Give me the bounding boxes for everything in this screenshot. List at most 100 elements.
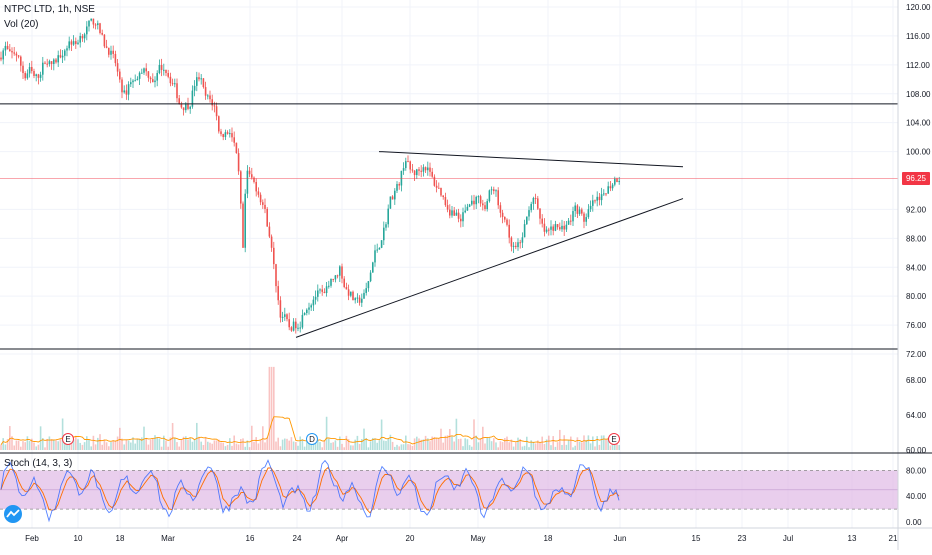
candle-body	[396, 184, 398, 191]
candle-body	[143, 68, 145, 73]
earnings-marker[interactable]	[608, 433, 620, 445]
candle-body	[499, 205, 502, 213]
volume-bar	[141, 437, 143, 450]
volume-bar	[176, 442, 178, 450]
volume-bar	[53, 440, 55, 450]
candle-body	[33, 71, 35, 76]
candle-body	[262, 202, 264, 205]
volume-bar	[185, 436, 187, 450]
volume-bar	[88, 440, 90, 450]
volume-bar	[457, 438, 460, 450]
candle-body	[578, 209, 581, 214]
candle-body	[31, 66, 33, 72]
volume-bar	[97, 437, 99, 450]
earnings-marker[interactable]	[62, 433, 74, 445]
volume-bar	[468, 445, 471, 450]
candle-body	[259, 194, 262, 203]
candle-body	[607, 186, 609, 194]
volume-bar	[330, 442, 332, 450]
candle-body	[545, 229, 548, 232]
candle-body	[222, 134, 224, 138]
volume-tick-label: 60.00	[906, 446, 927, 455]
volume-bar	[358, 443, 361, 450]
stoch-d-line	[0, 466, 620, 514]
candle-body	[275, 264, 277, 287]
candle-body	[477, 196, 480, 198]
volume-bar	[387, 438, 389, 450]
candle-body	[609, 186, 612, 189]
volume-bar	[251, 425, 253, 450]
volume-bar	[189, 438, 191, 450]
volume-legend: Vol (20)	[4, 19, 39, 30]
volume-bar	[347, 439, 350, 450]
volume-bar	[510, 439, 513, 450]
volume-bar	[193, 439, 196, 450]
volume-bar	[303, 446, 306, 450]
volume-bar	[240, 439, 242, 450]
volume-bar	[119, 427, 121, 450]
volume-bar	[471, 446, 473, 450]
candle-body	[213, 105, 216, 107]
volume-bar	[596, 436, 598, 450]
volume-bar	[345, 435, 348, 450]
candle-body	[429, 167, 431, 172]
candle-body	[257, 191, 260, 195]
volume-bar	[266, 437, 268, 450]
candle-body	[455, 212, 458, 216]
volume-bar	[402, 444, 405, 450]
candle-body	[70, 41, 73, 45]
candle-body	[119, 71, 121, 80]
dividend-marker[interactable]	[306, 433, 318, 445]
volume-bar	[288, 440, 290, 450]
time-tick-label: 16	[246, 534, 255, 543]
candle-body	[468, 204, 471, 207]
candle-body	[237, 153, 240, 172]
volume-bar	[453, 441, 455, 450]
volume-bar	[323, 440, 326, 450]
price-tick-label: 80.00	[906, 292, 927, 301]
candle-body	[343, 278, 345, 287]
candle-body	[130, 82, 132, 85]
volume-bar	[46, 438, 48, 450]
candle-body	[240, 171, 242, 204]
volume-bar	[477, 442, 480, 450]
volume-bar	[543, 443, 546, 450]
volume-bar	[306, 439, 308, 450]
volume-bar	[160, 446, 163, 450]
trendline[interactable]	[378, 151, 684, 168]
volume-bar	[233, 435, 235, 450]
volume-bar	[110, 442, 112, 450]
candle-body	[48, 61, 51, 65]
volume-bar	[248, 447, 251, 450]
candle-body	[372, 262, 374, 273]
tradingview-logo-icon[interactable]	[4, 505, 22, 523]
candle-body	[61, 55, 64, 58]
candle-body	[576, 205, 579, 214]
candle-body	[28, 66, 31, 74]
volume-bar	[438, 438, 440, 450]
volume-bar	[209, 442, 211, 450]
candle-body	[389, 196, 392, 209]
candle-body	[484, 205, 486, 210]
candle-body	[565, 224, 568, 230]
candle-body	[405, 161, 407, 169]
volume-bar	[152, 438, 154, 450]
volume-bar	[396, 444, 398, 450]
candle-body	[519, 242, 521, 244]
trendline[interactable]	[295, 198, 684, 338]
volume-bar	[380, 419, 383, 450]
volume-bar	[130, 442, 132, 450]
volume-bar	[341, 443, 343, 450]
volume-bar	[94, 444, 97, 450]
candle-body	[387, 208, 389, 225]
candle-body	[457, 212, 460, 219]
volume-bar	[257, 443, 260, 450]
candle-body	[345, 286, 348, 290]
volume-bar	[598, 444, 601, 450]
volume-bar	[523, 445, 526, 450]
candle-body	[97, 23, 99, 26]
candle-body	[204, 87, 207, 96]
volume-bar	[143, 426, 145, 450]
